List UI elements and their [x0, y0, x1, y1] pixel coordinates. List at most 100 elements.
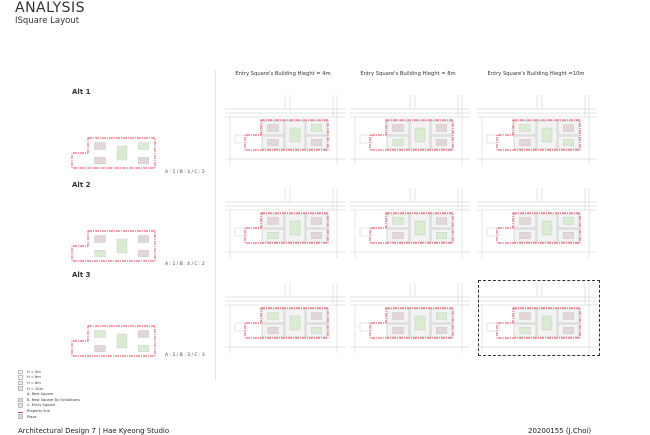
- building-outline: [486, 134, 500, 144]
- rest-square-exhibitions: [563, 312, 574, 320]
- legend-swatch: [18, 397, 23, 403]
- building-outline: [234, 134, 248, 144]
- entry-square: [138, 345, 149, 352]
- legend-label: H = 4m: [27, 369, 41, 374]
- alt-1-ratio: A : 1 / B : 3 / C : 2: [165, 170, 205, 175]
- legend: H = 4m H = 6m H = 8m H = 10m A. Rest Squ…: [18, 369, 80, 419]
- building-outline: [234, 322, 248, 332]
- entry-square: [289, 127, 301, 143]
- rest-square-exhibitions: [267, 124, 279, 132]
- rest-square-exhibitions: [267, 217, 279, 225]
- property-line: [496, 119, 581, 151]
- entry-square: [392, 217, 404, 225]
- legend-item-rest-square-exhibitions: B. Rest Square By Exhibitions: [18, 397, 80, 403]
- entry-square: [94, 250, 106, 257]
- legend-label: A. Rest Square: [27, 392, 54, 397]
- rest-square-exhibitions: [94, 345, 106, 352]
- rest-square-exhibitions: [311, 217, 322, 225]
- legend-item-plaza: Plaza: [18, 414, 80, 420]
- legend-label: H = 8m: [27, 380, 41, 385]
- rest-square-exhibitions: [311, 312, 322, 320]
- legend-swatch: [18, 380, 23, 386]
- legend-swatch: [18, 375, 23, 380]
- rest-square-exhibitions: [519, 232, 531, 239]
- alt-3-key-plan: [71, 325, 156, 357]
- legend-item-property-line: Property line: [18, 408, 80, 414]
- property-line: [71, 137, 156, 169]
- rest-square-exhibitions: [392, 232, 404, 239]
- entry-square: [267, 312, 279, 320]
- entry-square: [541, 127, 553, 143]
- rest-square-exhibitions: [138, 330, 149, 338]
- legend-item-rest-square: A. Rest Square: [18, 391, 80, 397]
- building-outline: [359, 227, 373, 237]
- legend-label: B. Rest Square By Exhibitions: [27, 397, 80, 402]
- entry-square: [116, 145, 128, 161]
- property-line: [71, 325, 156, 357]
- rest-square-exhibitions: [94, 157, 106, 164]
- column-heading-8m: Entry Square's Building Hieght = 8m: [360, 71, 456, 77]
- entry-square: [116, 238, 128, 254]
- site-plan-alt-2-col-3: [477, 188, 597, 258]
- legend-swatch: [18, 403, 23, 408]
- entry-square: [289, 220, 301, 236]
- site-plan-alt-1-col-2: [350, 95, 470, 165]
- rest-square-exhibitions: [519, 217, 531, 225]
- entry-square: [392, 139, 404, 146]
- rest-square-exhibitions: [436, 139, 447, 146]
- rest-square-exhibitions: [436, 327, 447, 334]
- legend-item-h4: H = 4m: [18, 369, 80, 375]
- property-line: [369, 307, 454, 339]
- entry-square: [563, 139, 574, 146]
- rest-square-exhibitions: [94, 235, 106, 243]
- legend-label: H = 6m: [27, 375, 41, 380]
- alt-1-label: Alt 1: [72, 88, 91, 96]
- property-line: [369, 119, 454, 151]
- legend-label: H = 10m: [27, 386, 44, 391]
- property-line: [71, 230, 156, 262]
- rest-square-exhibitions: [94, 142, 106, 150]
- legend-item-h8: H = 8m: [18, 380, 80, 386]
- building-outline: [359, 134, 373, 144]
- rest-square-exhibitions: [138, 250, 149, 257]
- legend-label: Property line: [27, 408, 50, 413]
- rest-square-exhibitions: [436, 217, 447, 225]
- property-line: [496, 307, 581, 339]
- entry-square: [311, 327, 322, 334]
- alt-2-label: Alt 2: [72, 181, 91, 189]
- alt-3-ratio: A : 1 / B : 3 / C : 3: [165, 353, 205, 358]
- entry-square: [414, 127, 426, 143]
- property-line: [244, 212, 329, 244]
- column-heading-10m: Entry Square's Building Hieght =10m: [487, 71, 585, 77]
- entry-square: [414, 220, 426, 236]
- legend-swatch: [18, 414, 23, 419]
- rest-square-exhibitions: [392, 327, 404, 334]
- entry-square: [138, 142, 149, 150]
- column-heading-4m: Entry Square's Building Hieght = 4m: [235, 71, 331, 77]
- building-outline: [486, 322, 500, 332]
- entry-square: [311, 124, 322, 132]
- legend-label: Plaza: [27, 414, 37, 419]
- entry-square: [436, 232, 447, 239]
- legend-item-h10: H = 10m: [18, 386, 80, 392]
- property-line: [244, 307, 329, 339]
- entry-square: [541, 220, 553, 236]
- legend-item-entry-square: C. Entry Square: [18, 403, 80, 409]
- rest-square-exhibitions: [563, 232, 574, 239]
- building-outline: [359, 322, 373, 332]
- site-plan-alt-3-col-3: [477, 283, 597, 353]
- page-subtitle: ISquare Layout: [15, 16, 80, 26]
- rest-square-exhibitions: [392, 312, 404, 320]
- rest-square-exhibitions: [267, 327, 279, 334]
- alt-2-ratio: A : 1 / B : 4 / C : 2: [165, 262, 205, 267]
- footer-course: Architectural Design 7 | Hae Kyeong Stud…: [18, 427, 170, 435]
- alt-2-key-plan: [71, 230, 156, 262]
- rest-square-exhibitions: [519, 312, 531, 320]
- footer-student-id: 20200155 (J.Choi): [528, 427, 592, 435]
- legend-swatch: [18, 386, 23, 391]
- legend-swatch: [18, 392, 23, 397]
- rest-square-exhibitions: [311, 139, 322, 146]
- entry-square: [116, 333, 128, 349]
- rest-square-exhibitions: [563, 124, 574, 132]
- rest-square-exhibitions: [138, 235, 149, 243]
